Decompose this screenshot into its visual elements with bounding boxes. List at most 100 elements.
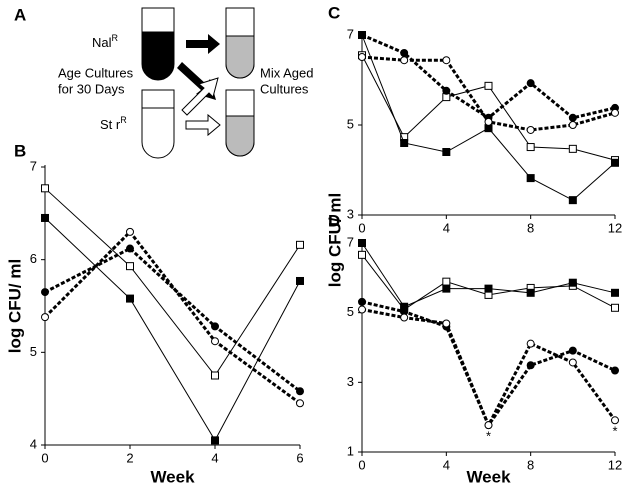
- diagram: A NalR St rR Age Cultures for 30 Days Mi…: [14, 5, 313, 159]
- marker: [400, 56, 409, 65]
- marker: [526, 174, 535, 183]
- x-tick-label: 0: [358, 457, 365, 472]
- marker: [568, 196, 577, 205]
- marker: [568, 278, 577, 287]
- x-tick-label: 12: [608, 220, 622, 235]
- marker: [126, 294, 134, 303]
- marker: [400, 313, 409, 322]
- marker: [211, 436, 219, 445]
- y-axis-label: log CFU/ ml: [325, 193, 344, 287]
- marker: [568, 346, 577, 355]
- marker: [568, 113, 577, 122]
- marker: [211, 371, 219, 380]
- y-tick-label: 7: [347, 26, 354, 41]
- marker: [611, 366, 619, 375]
- x-tick-label: 0: [358, 220, 365, 235]
- y-tick-label: 6: [30, 251, 37, 266]
- marker: [126, 227, 134, 236]
- y-tick-label: 7: [30, 158, 37, 173]
- marker: [568, 144, 577, 153]
- y-tick-label: 4: [30, 436, 37, 451]
- marker: [526, 79, 535, 88]
- marker: [526, 339, 535, 348]
- strain-name: Nal: [92, 35, 112, 50]
- series-line: [44, 187, 301, 377]
- marker: [400, 49, 409, 57]
- y-axis-label: log CFU/ ml: [5, 259, 24, 353]
- marker: [358, 305, 366, 314]
- y-tick-label: 5: [347, 304, 354, 319]
- series-line: [361, 300, 616, 429]
- y-tick-label: 3: [347, 374, 354, 389]
- marker: [126, 262, 134, 271]
- panel-label: B: [14, 141, 26, 160]
- series-line: [43, 229, 301, 405]
- y-tick-label: 5: [30, 344, 37, 359]
- annotation: *: [612, 424, 617, 439]
- y-tick-label: 5: [347, 116, 354, 131]
- marker: [526, 288, 535, 297]
- marker: [526, 125, 535, 134]
- series-line: [361, 33, 616, 120]
- series-line: [361, 254, 616, 311]
- panel-label: D: [328, 211, 340, 230]
- strain-sup: R: [120, 115, 127, 125]
- strain-label: St rR: [100, 115, 127, 132]
- marker: [442, 86, 451, 95]
- x-tick-label: 8: [527, 457, 534, 472]
- y-tick-label: 7: [347, 234, 354, 249]
- strain-sup: R: [112, 33, 119, 43]
- marker: [211, 322, 219, 331]
- y-tick-label: 3: [347, 206, 354, 221]
- series-line: [361, 308, 617, 429]
- x-tick-label: 2: [126, 450, 133, 465]
- marker: [568, 121, 577, 129]
- marker: [442, 277, 451, 286]
- diagram-text: Age Cultures: [58, 65, 134, 80]
- x-tick-label: 4: [443, 457, 450, 472]
- marker: [611, 158, 619, 167]
- panel-label: C: [328, 3, 340, 22]
- x-axis-label: Week: [150, 467, 195, 486]
- marker: [296, 399, 304, 408]
- arrow: [181, 77, 219, 116]
- annotation: *: [486, 429, 491, 444]
- series-line: [44, 217, 301, 442]
- tube: [141, 7, 175, 33]
- marker: [296, 240, 304, 249]
- marker: [484, 421, 493, 430]
- marker: [358, 53, 366, 62]
- marker: [41, 213, 49, 222]
- marker: [442, 56, 451, 65]
- marker: [400, 139, 409, 147]
- marker: [611, 108, 619, 117]
- marker: [484, 284, 493, 293]
- marker: [442, 148, 451, 156]
- strain-name: St r: [100, 117, 121, 132]
- marker: [41, 288, 49, 297]
- marker: [126, 244, 134, 253]
- marker: [442, 319, 451, 328]
- x-tick-label: 12: [608, 457, 622, 472]
- strain-label: NalR: [92, 33, 119, 50]
- series-line: [361, 55, 616, 161]
- marker: [41, 313, 49, 322]
- marker: [568, 358, 577, 367]
- x-tick-label: 0: [41, 450, 48, 465]
- x-axis-label: Week: [466, 467, 511, 486]
- marker: [611, 288, 619, 297]
- marker: [526, 143, 535, 152]
- x-tick-label: 8: [527, 220, 534, 235]
- series-line: [44, 246, 301, 393]
- marker: [526, 361, 535, 370]
- marker: [41, 184, 49, 193]
- marker: [296, 387, 304, 396]
- panel-label: A: [14, 5, 26, 24]
- x-tick-label: 6: [296, 450, 303, 465]
- x-tick-label: 4: [211, 450, 218, 465]
- tube: [141, 89, 175, 159]
- tube-content: [225, 115, 255, 157]
- diagram-text: for 30 Days: [58, 81, 125, 96]
